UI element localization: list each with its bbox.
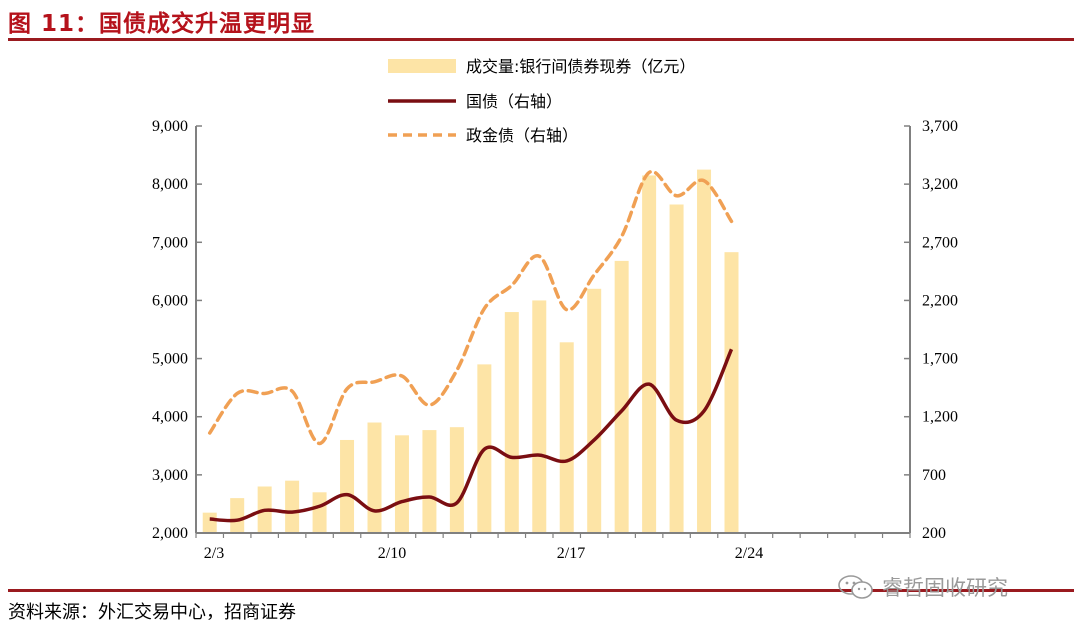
- source-note: 资料来源：外汇交易中心，招商证券: [8, 602, 296, 623]
- y-right-tick-label: 1,700: [922, 351, 958, 368]
- bar-16: [642, 175, 657, 533]
- watermark-text: 睿哲固收研究: [882, 576, 1008, 600]
- line-series: [207, 169, 734, 523]
- y-left-tick-label: 9,000: [152, 118, 188, 135]
- bar-8: [422, 430, 437, 533]
- legend-label: 国债（右轴）: [466, 92, 562, 111]
- y-right-tick-label: 2,200: [922, 292, 958, 309]
- footer-rule: [8, 589, 1074, 592]
- y-right-tick-label: 700: [922, 467, 946, 484]
- y-left-tick-label: 2,000: [152, 525, 188, 542]
- bar-7: [394, 435, 409, 533]
- bar-18: [697, 169, 712, 533]
- y-right-tick-label: 3,700: [922, 118, 958, 135]
- bar-13: [559, 342, 574, 533]
- x-tick-label: 2/17: [557, 545, 585, 562]
- x-tick-label: 2/10: [378, 545, 406, 562]
- title-rule: [8, 38, 1074, 41]
- bar-series: [202, 169, 739, 534]
- y-right-tick-label: 200: [922, 525, 946, 542]
- bar-0: [202, 512, 217, 533]
- wechat-icon: [838, 575, 873, 599]
- bar-5: [340, 439, 355, 533]
- y-left-tick-label: 3,000: [152, 467, 188, 484]
- y-left-tick-label: 5,000: [152, 351, 188, 368]
- y-left-tick-label: 6,000: [152, 292, 188, 309]
- x-tick-label: 2/24: [735, 545, 763, 562]
- x-tick-label: 2/3: [204, 545, 224, 562]
- bar-17: [669, 204, 684, 533]
- y-right-tick-label: 2,700: [922, 234, 958, 251]
- bar-4: [312, 492, 327, 533]
- figure-title: 图 11：国债成交升温更明显: [8, 11, 316, 37]
- bar-9: [449, 427, 464, 533]
- watermark: 睿哲固收研究: [836, 572, 1008, 602]
- y-left-tick-label: 4,000: [152, 409, 188, 426]
- bar-15: [614, 260, 629, 533]
- y-right-tick-label: 1,200: [922, 409, 958, 426]
- bar-12: [532, 300, 547, 533]
- legend-label: 政金债（右轴）: [466, 126, 578, 145]
- bar-11: [504, 312, 519, 533]
- y-right-tick-label: 3,200: [922, 176, 958, 193]
- bar-3: [285, 480, 300, 533]
- bar-1: [230, 498, 245, 533]
- y-left-tick-label: 7,000: [152, 234, 188, 251]
- y-left-tick-label: 8,000: [152, 176, 188, 193]
- line-zhengjinzhai: [207, 169, 734, 446]
- axes: 2,000 3,000 4,000 5,000 6,000 7,000 8,000 9,000…: [152, 118, 958, 562]
- line-guozhai: [209, 348, 734, 523]
- bar-14: [587, 288, 602, 533]
- legend-swatch-volume: [388, 59, 456, 73]
- legend-label: 成交量:银行间债券现券（亿元）: [466, 57, 695, 76]
- bar-19: [724, 252, 739, 534]
- bar-6: [367, 422, 382, 533]
- legend: 成交量:银行间债券现券（亿元） 国债（右轴） 政金债（右轴）: [388, 57, 695, 145]
